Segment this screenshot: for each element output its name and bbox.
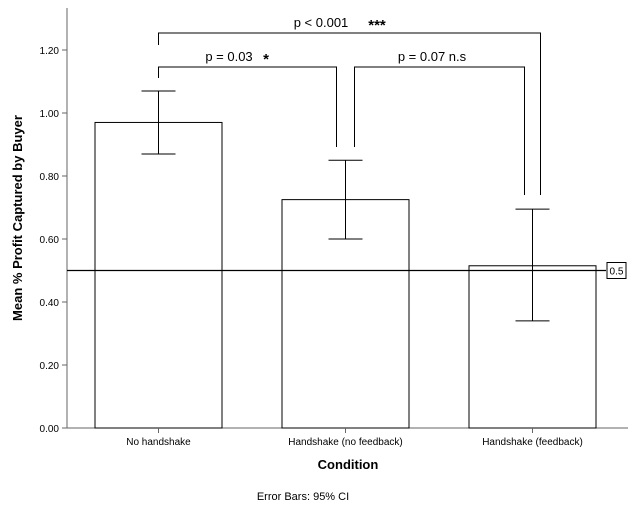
y-tick-label: 0.80 xyxy=(40,172,60,183)
bar xyxy=(94,121,223,429)
significance-stars: *** xyxy=(368,17,386,34)
x-axis-label: Condition xyxy=(318,457,379,472)
reference-line-group: 0.5 xyxy=(67,262,627,279)
bars-group xyxy=(94,121,597,429)
y-tick-label: 0.40 xyxy=(40,298,60,309)
y-ticks-group: 0.00 0.20 0.40 0.60 0.80 1.00 1.20 xyxy=(40,46,67,435)
significance-bracket xyxy=(158,66,337,147)
significance-bracket xyxy=(158,32,541,195)
reference-line-label: 0.5 xyxy=(610,267,624,278)
x-tick-label: Handshake (no feedback) xyxy=(288,437,403,448)
x-tick-label: No handshake xyxy=(126,437,191,448)
significance-label: p = 0.03 xyxy=(205,49,252,64)
x-ticks-group: No handshake Handshake (no feedback) Hands… xyxy=(126,428,583,448)
error-bars-group xyxy=(141,90,550,322)
y-tick-label: 1.00 xyxy=(40,109,60,120)
reference-line-label-box xyxy=(606,262,627,279)
significance-label: p < 0.001 xyxy=(294,15,349,30)
y-tick-label: 0.20 xyxy=(40,361,60,372)
significance-bracket xyxy=(354,66,525,195)
error-bars-caption: Error Bars: 95% CI xyxy=(257,491,349,503)
significance-brackets-group: p < 0.001 *** p = 0.03 * p = 0.07 n.s xyxy=(158,15,541,195)
x-tick-label: Handshake (feedback) xyxy=(482,437,583,448)
y-axis-label: Mean % Profit Captured by Buyer xyxy=(10,115,25,321)
significance-stars: * xyxy=(263,51,269,68)
y-tick-label: 0.60 xyxy=(40,235,60,246)
y-tick-label: 0.00 xyxy=(40,424,60,435)
y-tick-label: 1.20 xyxy=(40,46,60,57)
significance-label: p = 0.07 n.s xyxy=(398,49,467,64)
